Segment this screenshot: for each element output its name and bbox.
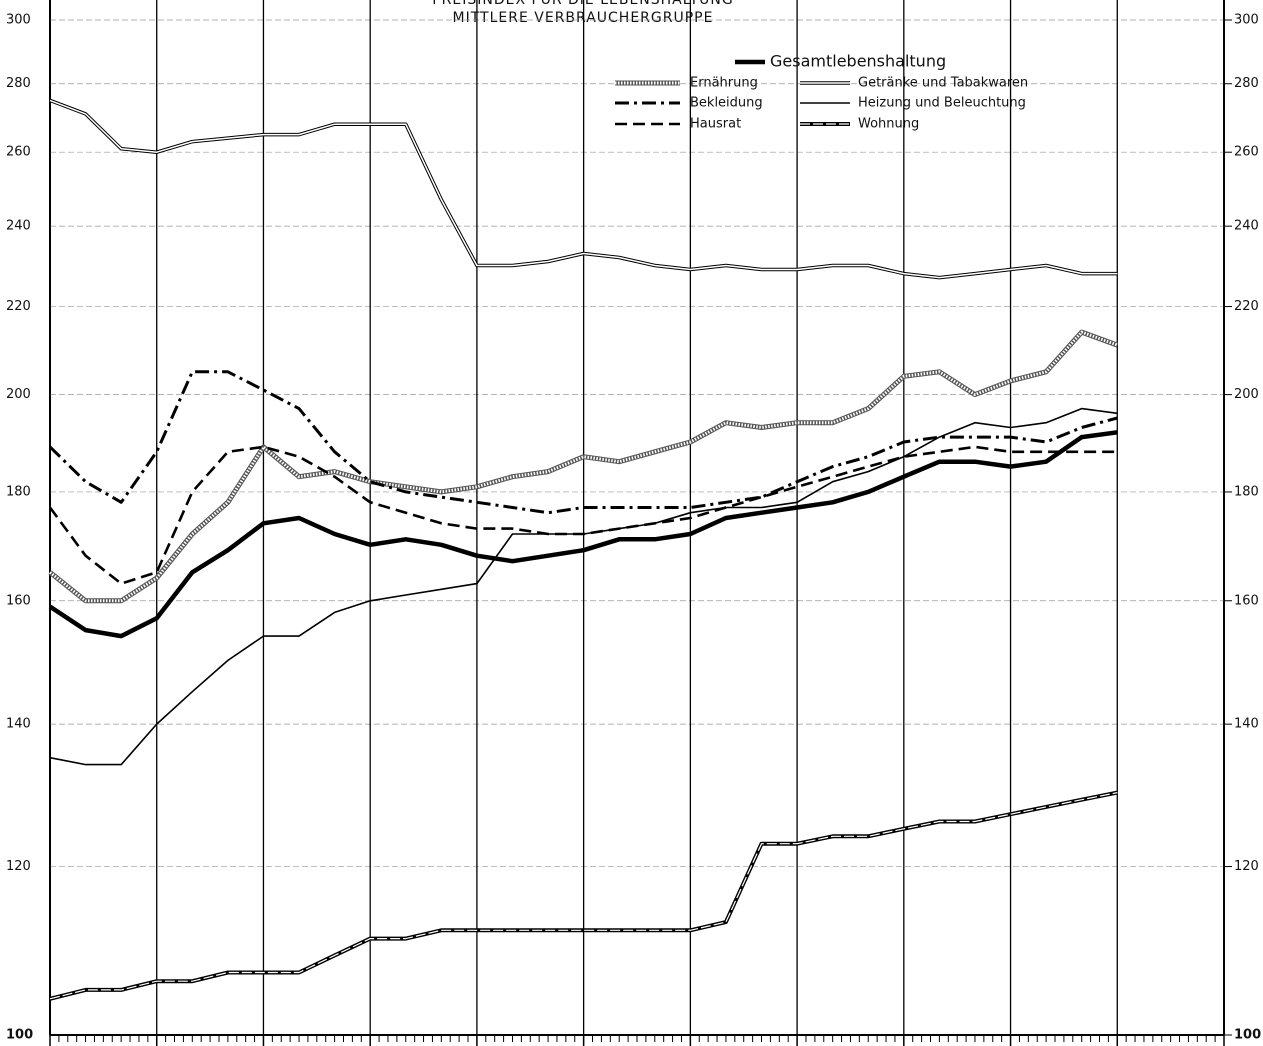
series-line <box>48 430 1118 639</box>
y-tick-label: 220 <box>6 299 31 314</box>
legend-label: Gesamtlebenshaltung <box>770 52 946 71</box>
series-line-overlay <box>49 99 1118 279</box>
chart-title: PREISINDEX FÜR DIE LEBENSHALTUNG <box>432 0 734 8</box>
legend-label: Hausrat <box>690 117 741 132</box>
y-tick-label-right: 180 <box>1234 484 1259 499</box>
y-tick-label-right: 120 <box>1234 859 1259 874</box>
y-tick-label: 280 <box>6 76 31 91</box>
y-tick-label-right: 260 <box>1234 145 1259 160</box>
y-tick-label: 180 <box>6 484 31 499</box>
series-line <box>48 370 1118 515</box>
series-line-overlay <box>49 792 1118 1000</box>
y-tick-label: 160 <box>6 593 31 608</box>
y-tick-label: 300 <box>6 13 31 28</box>
legend-label: Wohnung <box>858 117 919 132</box>
y-tick-label: 200 <box>6 387 31 402</box>
legend-label: Getränke und Tabakwaren <box>858 76 1028 91</box>
y-tick-label: 140 <box>6 717 31 732</box>
y-tick-label-right: 280 <box>1234 76 1259 91</box>
legend-label: Ernährung <box>690 76 758 91</box>
y-tick-label: 240 <box>6 219 31 234</box>
series-line <box>48 445 1118 585</box>
y-tick-label-right: 200 <box>1234 387 1259 402</box>
legend-label: Heizung und Beleuchtung <box>858 96 1026 111</box>
y-tick-label-right: 240 <box>1234 219 1259 234</box>
legend-label: Bekleidung <box>690 96 763 111</box>
y-tick-label: 120 <box>6 859 31 874</box>
y-tick-label: 260 <box>6 145 31 160</box>
series-line-overlay <box>49 330 1118 603</box>
y-tick-label-right: 220 <box>1234 299 1259 314</box>
chart-subtitle: MITTLERE VERBRAUCHERGRUPPE <box>453 10 714 26</box>
y-tick-label-right: 300 <box>1234 13 1259 28</box>
y-tick-label: 100 <box>6 1028 33 1043</box>
y-tick-label-right: 100 <box>1234 1028 1261 1043</box>
y-tick-label-right: 140 <box>1234 717 1259 732</box>
y-tick-label-right: 160 <box>1234 593 1259 608</box>
